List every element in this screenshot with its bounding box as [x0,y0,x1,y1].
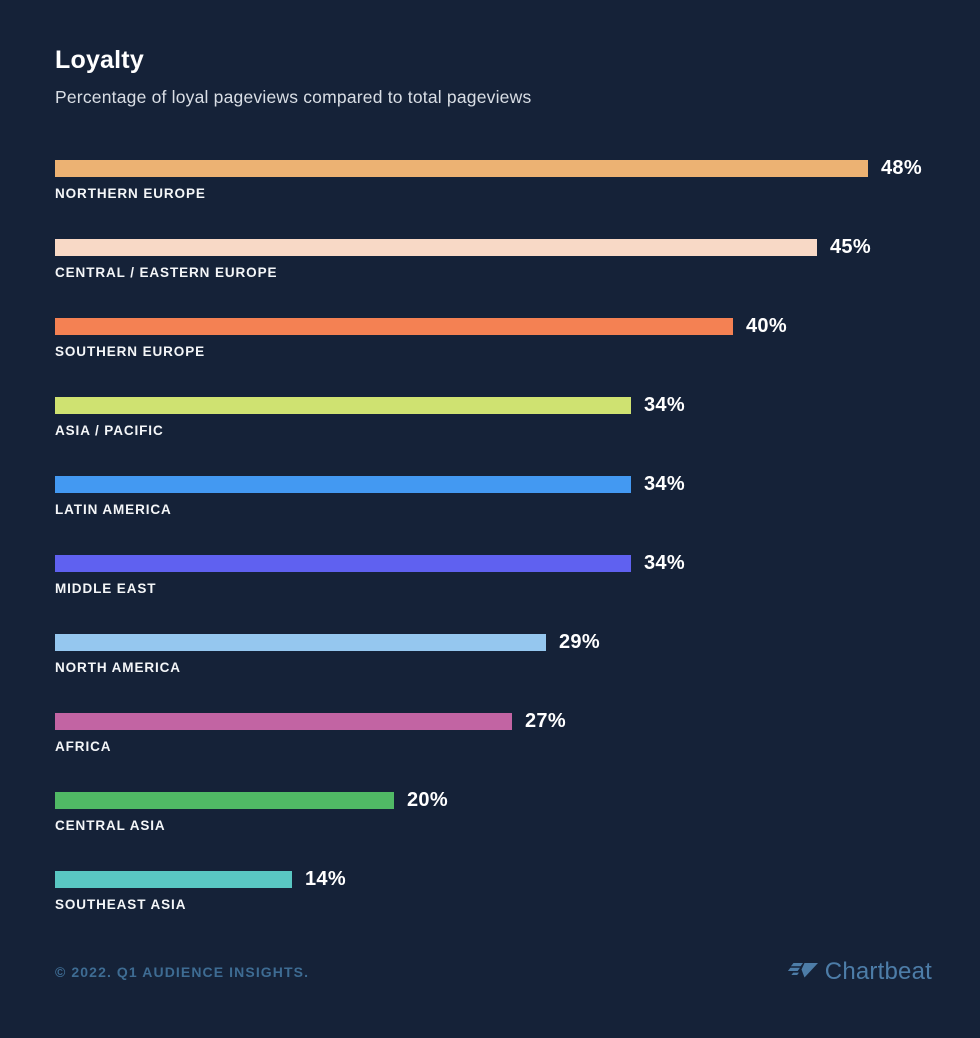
bar-category-label: ASIA / PACIFIC [55,423,164,438]
bar [55,396,631,414]
bar-row: 14% SOUTHEAST ASIA [55,867,980,912]
bar-category-label: NORTHERN EUROPE [55,186,206,201]
chartbeat-logo: Chartbeat [787,958,932,986]
bar-category-label: AFRICA [55,739,112,754]
bar-category-label: LATIN AMERICA [55,502,172,517]
bar-value-label: 45% [830,235,871,258]
bar-chart: 48% NORTHERN EUROPE 45% CENTRAL / EASTER… [55,156,980,912]
bar-category-label: NORTH AMERICA [55,660,181,675]
bar-row: 34% MIDDLE EAST [55,551,980,596]
chartbeat-plane-icon [787,963,818,978]
bar-track: 48% [55,156,980,179]
bar [55,317,733,335]
bar [55,791,394,809]
bar-value-label: 48% [881,156,922,179]
bar-row: 34% ASIA / PACIFIC [55,393,980,438]
bar [55,554,631,572]
bar-track: 20% [55,788,980,811]
bar-category-label: MIDDLE EAST [55,581,157,596]
bar-row: 27% AFRICA [55,709,980,754]
chart-header: Loyalty Percentage of loyal pageviews co… [0,0,980,108]
bar-row: 40% SOUTHERN EUROPE [55,314,980,359]
bar-track: 27% [55,709,980,732]
bar-value-label: 14% [305,867,346,890]
bar-track: 45% [55,235,980,258]
bar [55,870,292,888]
bar-row: 45% CENTRAL / EASTERN EUROPE [55,235,980,280]
bar-value-label: 34% [644,393,685,416]
bar-category-label: SOUTHEAST ASIA [55,897,187,912]
chart-title: Loyalty [55,46,144,74]
bar-value-label: 40% [746,314,787,337]
copyright-text: © 2022. Q1 AUDIENCE INSIGHTS. [55,964,310,980]
bar-category-label: SOUTHERN EUROPE [55,344,206,359]
bar-value-label: 29% [559,630,600,653]
bar-track: 34% [55,472,980,495]
bar [55,475,631,493]
chart-subtitle: Percentage of loyal pageviews compared t… [55,87,532,107]
footer: © 2022. Q1 AUDIENCE INSIGHTS. Chartbeat [55,958,932,986]
bar [55,712,512,730]
bar-row: 48% NORTHERN EUROPE [55,156,980,201]
bar-category-label: CENTRAL / EASTERN EUROPE [55,265,278,280]
bar-track: 34% [55,393,980,416]
bar [55,633,546,651]
bar-value-label: 20% [407,788,448,811]
bar-track: 14% [55,867,980,890]
bar-track: 34% [55,551,980,574]
bar-value-label: 34% [644,551,685,574]
bar-category-label: CENTRAL ASIA [55,818,166,833]
bar [55,159,868,177]
bar-track: 29% [55,630,980,653]
bar-row: 34% LATIN AMERICA [55,472,980,517]
bar-row: 20% CENTRAL ASIA [55,788,980,833]
bar-value-label: 27% [525,709,566,732]
bar-row: 29% NORTH AMERICA [55,630,980,675]
bar-value-label: 34% [644,472,685,495]
bar-track: 40% [55,314,980,337]
brand-wordmark: Chartbeat [824,958,932,985]
bar [55,238,817,256]
